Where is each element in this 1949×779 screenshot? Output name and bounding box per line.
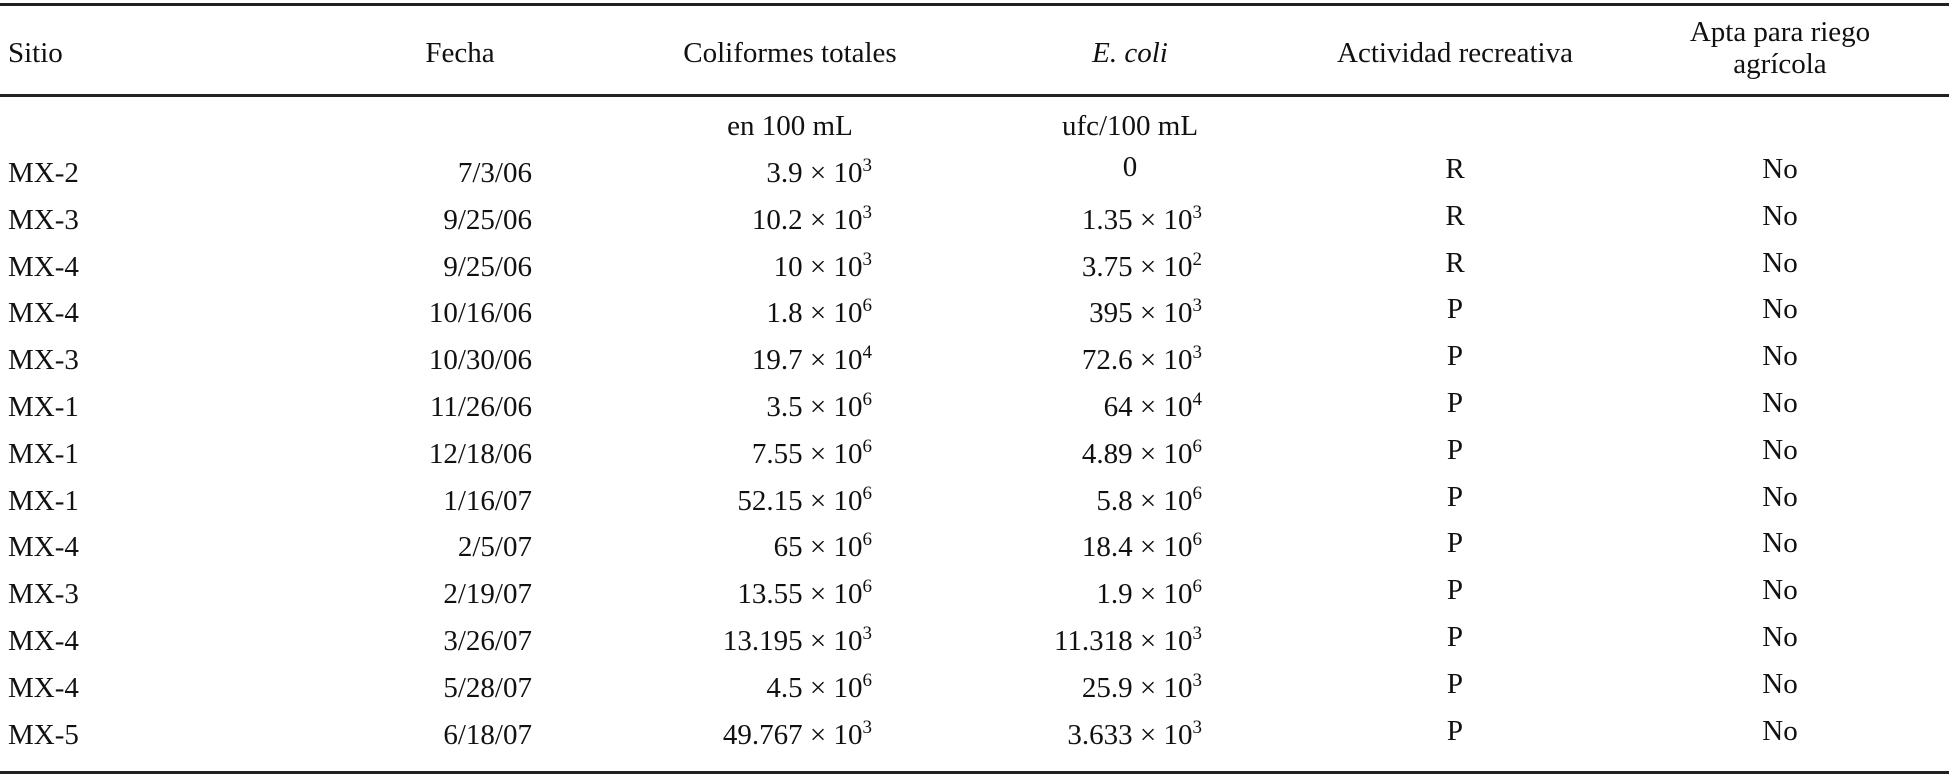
cell-actividad: R (1445, 153, 1465, 185)
cell-fecha: 10/16/06 (428, 297, 532, 329)
cell-riego: No (1762, 527, 1798, 559)
cell-coliformes: 19.7 × 104 (751, 342, 872, 376)
cell-sitio: MX-5 (8, 719, 79, 751)
cell-riego: No (1762, 200, 1798, 232)
cell-fecha: 1/16/07 (443, 485, 532, 517)
cell-ecoli: 72.6 × 103 (1081, 342, 1202, 376)
cell-actividad: R (1445, 247, 1465, 279)
cell-fecha: 5/28/07 (443, 672, 532, 704)
cell-sitio: MX-3 (8, 204, 79, 236)
units-ecoli: ufc/100 mL (1061, 110, 1199, 142)
cell-riego: No (1762, 153, 1798, 185)
cell-fecha: 10/30/06 (428, 344, 532, 376)
cell-sitio: MX-4 (8, 672, 79, 704)
cell-coliformes: 52.15 × 106 (737, 483, 872, 517)
units-coliformes: en 100 mL (727, 110, 853, 142)
cell-sitio: MX-3 (8, 344, 79, 376)
cell-fecha: 2/19/07 (443, 578, 532, 610)
cell-ecoli: 18.4 × 106 (1081, 529, 1202, 563)
cell-riego: No (1762, 293, 1798, 325)
cell-coliformes: 1.8 × 106 (766, 295, 872, 329)
cell-coliformes: 10 × 103 (773, 249, 872, 283)
cell-sitio: MX-1 (8, 438, 79, 470)
cell-riego: No (1762, 668, 1798, 700)
header-riego-line2: agrícola (1733, 48, 1827, 80)
table-bottom-rule (0, 771, 1949, 774)
cell-actividad: P (1446, 715, 1464, 747)
cell-coliformes: 49.767 × 103 (722, 717, 872, 751)
cell-coliformes: 3.9 × 103 (766, 155, 872, 189)
cell-actividad: P (1446, 481, 1464, 513)
cell-riego: No (1762, 574, 1798, 606)
header-riego: Apta para riego agrícola (1660, 16, 1900, 80)
header-ecoli: E. coli (1092, 37, 1168, 69)
cell-riego: No (1762, 481, 1798, 513)
cell-ecoli: 25.9 × 103 (1081, 670, 1202, 704)
table-top-rule (0, 3, 1949, 6)
cell-riego: No (1762, 434, 1798, 466)
cell-ecoli: 64 × 104 (1103, 389, 1202, 423)
cell-sitio: MX-4 (8, 297, 79, 329)
cell-actividad: P (1446, 527, 1464, 559)
cell-fecha: 2/5/07 (457, 531, 532, 563)
cell-ecoli: 5.8 × 106 (1096, 483, 1202, 517)
cell-riego: No (1762, 387, 1798, 419)
cell-ecoli: 3.633 × 103 (1067, 717, 1202, 751)
cell-ecoli: 0 (1122, 151, 1138, 183)
cell-actividad: P (1446, 387, 1464, 419)
cell-sitio: MX-1 (8, 391, 79, 423)
header-riego-line1: Apta para riego (1689, 16, 1871, 48)
cell-actividad: R (1445, 200, 1465, 232)
header-sitio: Sitio (8, 37, 63, 69)
cell-fecha: 9/25/06 (443, 204, 532, 236)
cell-riego: No (1762, 247, 1798, 279)
cell-coliformes: 13.55 × 106 (737, 576, 872, 610)
cell-riego: No (1762, 340, 1798, 372)
cell-riego: No (1762, 715, 1798, 747)
cell-sitio: MX-4 (8, 531, 79, 563)
cell-fecha: 6/18/07 (443, 719, 532, 751)
cell-fecha: 9/25/06 (443, 251, 532, 283)
cell-fecha: 7/3/06 (457, 157, 532, 189)
cell-ecoli: 1.35 × 103 (1081, 202, 1202, 236)
cell-coliformes: 4.5 × 106 (766, 670, 872, 704)
cell-coliformes: 3.5 × 106 (766, 389, 872, 423)
cell-coliformes: 65 × 106 (773, 529, 872, 563)
cell-ecoli: 4.89 × 106 (1081, 436, 1202, 470)
cell-actividad: P (1446, 668, 1464, 700)
cell-coliformes: 7.55 × 106 (751, 436, 872, 470)
cell-sitio: MX-4 (8, 625, 79, 657)
cell-actividad: P (1446, 621, 1464, 653)
cell-ecoli: 11.318 × 103 (1053, 623, 1202, 657)
cell-fecha: 11/26/06 (429, 391, 532, 423)
cell-coliformes: 13.195 × 103 (722, 623, 872, 657)
cell-actividad: P (1446, 434, 1464, 466)
cell-sitio: MX-2 (8, 157, 79, 189)
cell-sitio: MX-3 (8, 578, 79, 610)
cell-ecoli: 3.75 × 102 (1081, 249, 1202, 283)
header-actividad: Actividad recreativa (1337, 37, 1573, 69)
header-coliformes: Coliformes totales (683, 37, 897, 69)
cell-riego: No (1762, 621, 1798, 653)
cell-fecha: 12/18/06 (428, 438, 532, 470)
cell-sitio: MX-1 (8, 485, 79, 517)
header-fecha: Fecha (425, 37, 495, 69)
cell-actividad: P (1446, 340, 1464, 372)
cell-sitio: MX-4 (8, 251, 79, 283)
cell-coliformes: 10.2 × 103 (751, 202, 872, 236)
cell-ecoli: 395 × 103 (1089, 295, 1202, 329)
cell-fecha: 3/26/07 (443, 625, 532, 657)
cell-actividad: P (1446, 574, 1464, 606)
cell-ecoli: 1.9 × 106 (1096, 576, 1202, 610)
cell-actividad: P (1446, 293, 1464, 325)
table-header-rule (0, 94, 1949, 97)
